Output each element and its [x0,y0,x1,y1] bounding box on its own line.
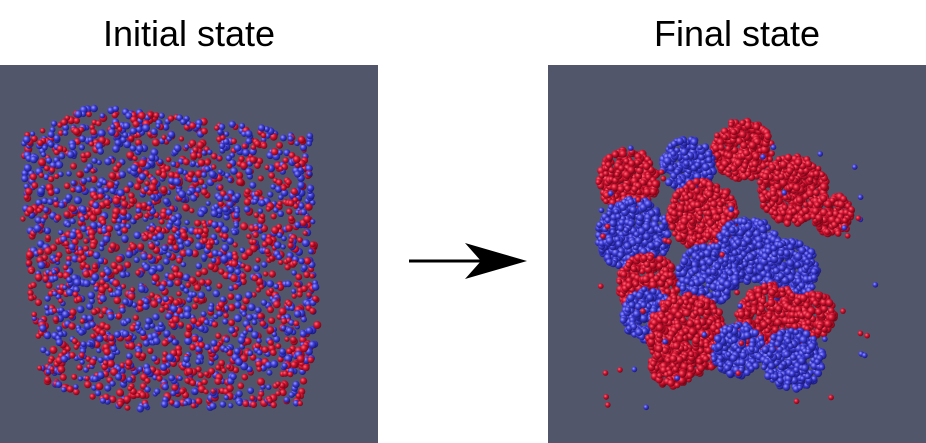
final-state-title: Final state [653,13,821,54]
particle-clusters [594,117,879,411]
initial-state-render [0,65,378,443]
particle-cube [20,104,322,413]
arrow-right-icon [409,243,527,279]
final-state-render [548,65,926,443]
initial-state-title: Initial state [102,13,276,54]
